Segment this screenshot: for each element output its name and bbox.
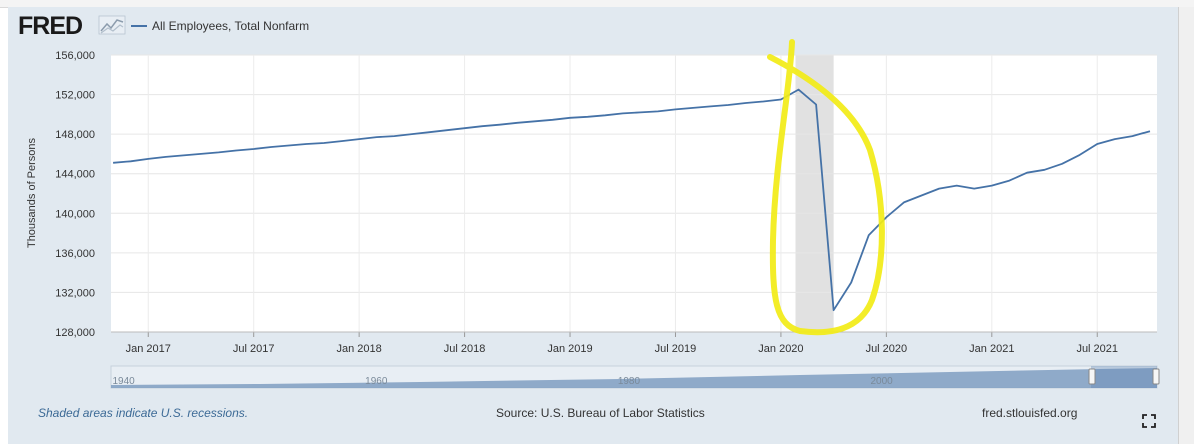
legend[interactable]: All Employees, Total Nonfarm xyxy=(131,19,309,33)
navigator-right-handle[interactable] xyxy=(1152,368,1160,385)
navigator[interactable]: 1940 1960 1980 2000 xyxy=(110,365,1160,389)
y-tick-label: 140,000 xyxy=(55,208,95,220)
y-tick-label: 152,000 xyxy=(55,90,95,102)
recession-note: Shaded areas indicate U.S. recessions. xyxy=(38,406,249,420)
navigator-area xyxy=(111,368,1157,388)
navigator-selected-range[interactable] xyxy=(1091,366,1157,388)
site-link[interactable]: fred.stlouisfed.org xyxy=(982,406,1078,420)
source-credit: Source: U.S. Bureau of Labor Statistics xyxy=(496,406,705,420)
x-tick-label: Jul 2017 xyxy=(233,343,275,355)
y-tick-label: 144,000 xyxy=(55,169,95,181)
plot-area xyxy=(111,55,1157,332)
navigator-tick-label: 2000 xyxy=(870,376,893,387)
fred-logo-text: FRED xyxy=(18,12,82,40)
x-tick-label: Jan 2018 xyxy=(337,343,382,355)
x-tick-label: Jan 2020 xyxy=(758,343,803,355)
recession-shade xyxy=(795,55,834,332)
navigator-left-handle[interactable] xyxy=(1088,368,1096,385)
yellow-highlight-annotation xyxy=(767,39,885,336)
navigator-tick-label: 1940 xyxy=(113,376,136,387)
y-tick-label: 132,000 xyxy=(55,287,95,299)
y-tick-label: 156,000 xyxy=(55,50,95,62)
x-tick-label: Jan 2021 xyxy=(969,343,1014,355)
fred-logo[interactable]: FRED xyxy=(18,12,126,40)
series-line[interactable] xyxy=(113,88,1151,312)
fullscreen-icon[interactable] xyxy=(1142,414,1156,428)
legend-label: All Employees, Total Nonfarm xyxy=(152,19,309,33)
line-graph-icon xyxy=(98,15,126,35)
navigator-tick-label: 1960 xyxy=(365,376,388,387)
x-tick-label: Jul 2019 xyxy=(655,343,697,355)
page-scrollbar[interactable] xyxy=(1178,7,1194,444)
y-axis-label: Thousands of Persons xyxy=(26,137,38,248)
y-tick-label: 136,000 xyxy=(55,248,95,260)
x-tick-label: Jul 2020 xyxy=(866,343,908,355)
x-tick-label: Jul 2018 xyxy=(444,343,486,355)
y-tick-label: 148,000 xyxy=(55,129,95,141)
x-tick-label: Jan 2017 xyxy=(126,343,171,355)
y-tick-label: 128,000 xyxy=(55,327,95,339)
x-tick-label: Jan 2019 xyxy=(547,343,592,355)
navigator-tick-label: 1980 xyxy=(618,376,641,387)
x-tick-label: Jul 2021 xyxy=(1076,343,1118,355)
